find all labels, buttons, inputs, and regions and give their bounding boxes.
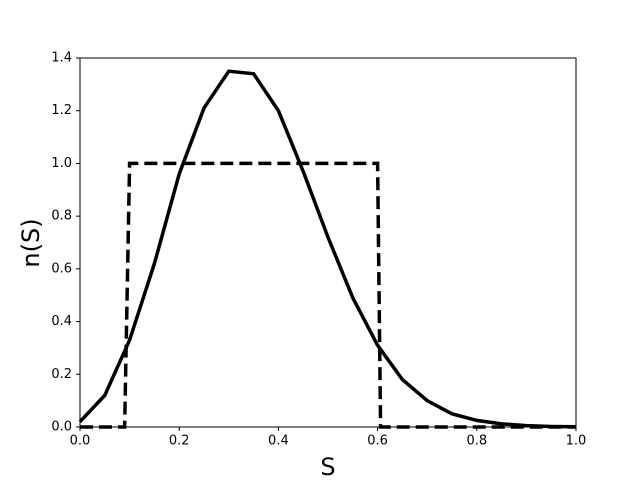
x-tick-label: 0.6 <box>367 434 388 449</box>
x-tick-label: 1.0 <box>566 434 587 449</box>
y-tick-label: 1.4 <box>51 51 72 66</box>
data-line <box>78 69 577 429</box>
y-tick-label: 1.0 <box>51 156 72 171</box>
y-tick-label: 0.6 <box>51 261 72 276</box>
y-tick-label: 0.0 <box>51 420 72 435</box>
y-tick-label: 0.8 <box>51 209 72 224</box>
x-tick-label: 0.8 <box>466 434 487 449</box>
x-tick-label: 0.0 <box>70 434 91 449</box>
x-tick-label: 0.4 <box>268 434 289 449</box>
y-axis-label: n(S) <box>17 218 45 267</box>
plot-frame <box>79 57 577 428</box>
y-tick-label: 1.2 <box>51 103 72 118</box>
y-tick-label: 0.2 <box>51 367 72 382</box>
x-tick-label: 0.2 <box>169 434 190 449</box>
y-tick-label: 0.4 <box>51 314 72 329</box>
x-axis-label: S <box>320 453 335 480</box>
data-line <box>80 161 576 429</box>
